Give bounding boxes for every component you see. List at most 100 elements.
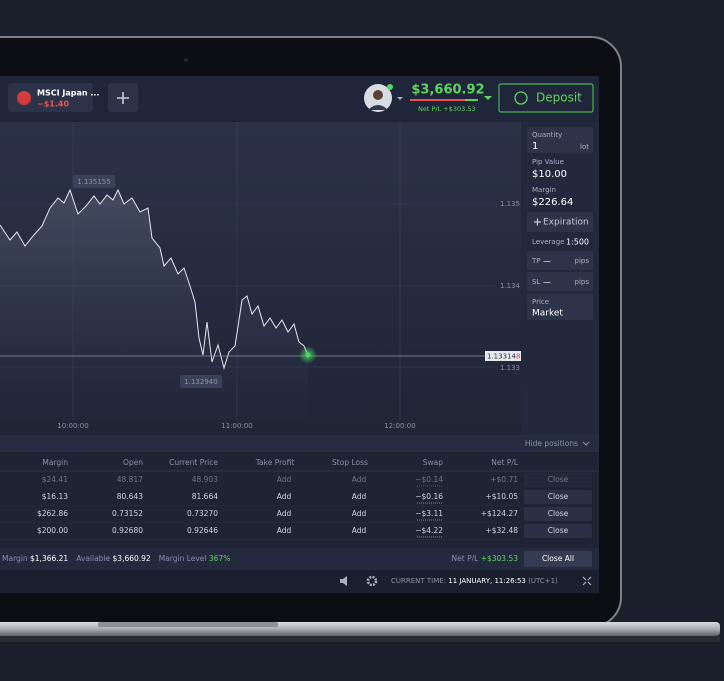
balance[interactable]: $3,660.92 <box>411 83 484 98</box>
swap: −$0.14 <box>415 475 443 484</box>
current-price-main: 1.13314 <box>487 353 516 361</box>
sound-icon[interactable] <box>340 576 347 586</box>
current-price: 81.664 <box>192 492 218 501</box>
current-price: 1.133148 <box>487 353 520 361</box>
settings-icon[interactable] <box>366 575 378 587</box>
margin: $24.41 <box>42 475 68 484</box>
quantity-box[interactable] <box>527 127 593 153</box>
net-pl: Net P/L +$303.53 <box>418 105 476 113</box>
hide-positions[interactable]: Hide positions <box>525 439 578 448</box>
margin-level: 367% <box>209 554 230 563</box>
margin: $226.64 <box>532 197 573 208</box>
column-header: Margin <box>42 458 68 467</box>
asset-icon <box>17 91 31 105</box>
stop-loss[interactable]: Add <box>352 475 367 484</box>
open-price: 80.643 <box>117 492 143 501</box>
quantity-unit: lot <box>580 143 589 151</box>
footer-net-pl: Net P/L +$303.53 <box>452 554 519 563</box>
tp-label: TP <box>531 257 541 265</box>
column-header: Current Price <box>169 458 218 467</box>
pip-value: $10.00 <box>532 169 567 180</box>
stop-loss[interactable]: Add <box>352 509 367 518</box>
price-axis-label: 1.134 <box>500 282 521 290</box>
asset-tab[interactable] <box>8 83 93 112</box>
open-price: 0.73152 <box>112 509 143 518</box>
open-price: 48.817 <box>117 475 143 484</box>
price-line <box>0 188 309 370</box>
tp-unit: pips <box>575 257 590 265</box>
margin-label: Margin <box>532 186 556 194</box>
low-label-box <box>180 375 222 388</box>
deposit-icon <box>514 91 528 105</box>
take-profit[interactable]: Add <box>277 526 292 535</box>
swap: −$0.16 <box>415 492 443 501</box>
plus-icon <box>534 218 541 226</box>
tp-box[interactable] <box>527 251 593 270</box>
tab-label: MSCI Japan ... <box>37 89 99 98</box>
current-price: 0.73270 <box>187 509 218 518</box>
current-price-tag <box>485 351 521 361</box>
swap: −$4.22 <box>415 526 443 535</box>
expiration-label: Expiration <box>543 218 589 228</box>
caret <box>397 97 403 100</box>
net-pl-label: Net P/L <box>418 105 442 113</box>
pl-bar-green <box>465 99 478 101</box>
current-price: 48.903 <box>192 475 218 484</box>
close-button[interactable] <box>524 473 592 487</box>
margin-level-label: Margin Level <box>159 554 207 563</box>
margin: $16.13 <box>42 492 68 501</box>
close-button[interactable] <box>524 524 592 538</box>
fullscreen-icon[interactable] <box>582 576 592 586</box>
leverage-label: Leverage <box>532 238 564 246</box>
timezone: (UTC+1) <box>528 577 558 585</box>
current-point <box>305 352 311 358</box>
position-rows: $24.41 48.817 48.903 Add Add −$0.14 +$0.71 Clos… <box>0 473 592 540</box>
close-all-button[interactable] <box>524 551 592 567</box>
open-price: 0.92680 <box>112 526 143 535</box>
current-price-digit: 8 <box>516 353 520 361</box>
column-header: Swap <box>423 458 443 467</box>
stop-loss[interactable]: Add <box>352 526 367 535</box>
margin: $200.00 <box>37 526 68 535</box>
expiration-button[interactable] <box>527 212 593 232</box>
base-notch <box>98 622 278 627</box>
time-axis-label: 11:00:00 <box>221 422 252 430</box>
available: $3,660.92 <box>113 554 151 563</box>
column-header: Net P/L <box>491 458 519 467</box>
current-price: 0.92646 <box>187 526 218 535</box>
close-button[interactable] <box>524 490 592 504</box>
take-profit[interactable]: Add <box>277 509 292 518</box>
tp-value: — <box>543 257 551 266</box>
net-pl-value: +$303.53 <box>443 105 475 113</box>
price-axis-label: 1.135 <box>500 200 520 208</box>
position-row: $24.41 48.817 48.903 Add Add −$0.14 +$0.71 Clos… <box>0 473 592 489</box>
margin-total: $1,366.21 <box>30 554 68 563</box>
available-label: Available <box>76 554 110 563</box>
stop-loss[interactable]: Add <box>352 492 367 501</box>
deposit-label: Deposit <box>536 91 582 105</box>
base-shadow <box>0 636 720 642</box>
close-label: Close <box>548 509 569 518</box>
deposit-button[interactable] <box>498 83 594 113</box>
sl-box[interactable] <box>527 272 593 291</box>
leverage: 1:500 <box>566 238 589 247</box>
positions-table <box>0 452 599 548</box>
tab-pl: −$1.40 <box>37 100 69 109</box>
net-pl: +$0.71 <box>490 475 518 484</box>
take-profit[interactable]: Add <box>277 475 292 484</box>
close-label: Close <box>548 492 569 501</box>
column-header: Stop Loss <box>332 458 368 467</box>
caret <box>484 96 492 100</box>
status-time: CURRENT TIME: 11 JANUARY, 11:26:53 (UTC+… <box>391 577 558 585</box>
price-box[interactable] <box>527 294 593 320</box>
close-button[interactable] <box>524 507 592 521</box>
close-all-label: Close All <box>542 554 574 563</box>
avatar-body <box>368 105 388 110</box>
low-label: 1.132940 <box>184 378 217 386</box>
quantity-label: Quantity <box>532 131 562 139</box>
positions-footer <box>0 548 599 570</box>
take-profit[interactable]: Add <box>277 492 292 501</box>
pl-bar-red <box>410 99 465 101</box>
status-bar <box>0 570 599 593</box>
